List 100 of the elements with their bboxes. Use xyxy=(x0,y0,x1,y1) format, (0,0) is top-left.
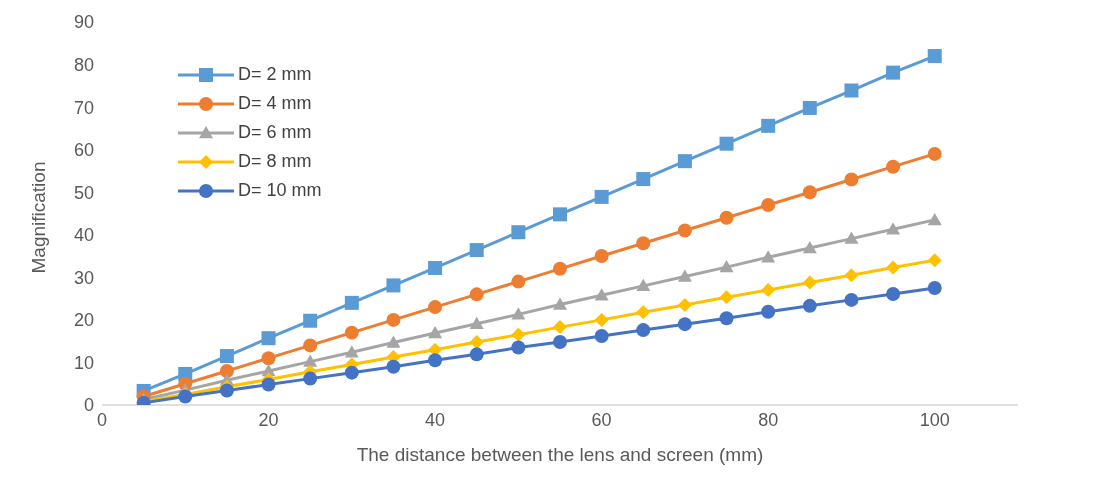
point xyxy=(386,312,401,327)
point xyxy=(927,49,942,64)
point xyxy=(636,236,651,251)
point xyxy=(677,269,692,282)
y-tick-label: 10 xyxy=(73,352,94,373)
point xyxy=(428,260,443,275)
point xyxy=(677,223,692,238)
point xyxy=(844,172,859,187)
y-axis-title: Magnification xyxy=(27,161,49,274)
point xyxy=(469,287,484,302)
point xyxy=(719,260,734,273)
point xyxy=(553,261,567,276)
point xyxy=(927,253,942,268)
point xyxy=(677,297,692,312)
point xyxy=(511,307,526,320)
point xyxy=(844,83,859,98)
point xyxy=(636,172,651,187)
legend-label: D= 10 mm xyxy=(238,179,322,202)
point xyxy=(886,222,901,235)
point xyxy=(469,316,484,329)
point xyxy=(802,240,817,254)
y-tick-label: 80 xyxy=(73,54,94,75)
point xyxy=(636,305,651,320)
y-tick-label: 30 xyxy=(73,267,94,288)
point xyxy=(219,363,234,378)
y-tick-label: 20 xyxy=(73,310,94,331)
point xyxy=(344,365,359,380)
point xyxy=(802,100,817,115)
point xyxy=(303,354,318,367)
point xyxy=(428,353,443,368)
point xyxy=(677,154,692,169)
point xyxy=(511,274,526,289)
legend-label: D= 8 mm xyxy=(238,150,312,173)
x-tick-label: 80 xyxy=(758,409,779,430)
y-tick-label: 0 xyxy=(83,395,94,416)
point xyxy=(386,359,401,374)
point xyxy=(428,326,443,339)
legend-label: D= 2 mm xyxy=(238,63,312,86)
point xyxy=(636,323,651,338)
point xyxy=(761,304,776,319)
point xyxy=(761,250,776,263)
y-tick-label: 90 xyxy=(73,12,94,33)
point xyxy=(844,292,859,307)
point xyxy=(386,335,401,348)
point xyxy=(303,371,318,386)
point xyxy=(719,136,734,151)
point xyxy=(886,260,901,275)
point xyxy=(344,345,359,358)
x-tick-label: 0 xyxy=(96,409,108,430)
point xyxy=(719,290,734,305)
legend-label: D= 6 mm xyxy=(238,121,312,144)
point xyxy=(261,351,276,366)
point xyxy=(594,312,609,327)
point xyxy=(719,210,734,225)
point xyxy=(261,377,276,392)
point xyxy=(886,65,901,80)
point xyxy=(344,295,359,310)
y-tick-label: 60 xyxy=(73,140,94,161)
point xyxy=(469,243,484,258)
point xyxy=(511,340,526,355)
point xyxy=(761,283,776,298)
point xyxy=(594,189,609,204)
x-tick-label: 20 xyxy=(258,409,279,430)
point xyxy=(469,335,484,350)
point xyxy=(927,146,942,161)
point xyxy=(428,300,443,315)
point xyxy=(927,212,942,226)
point xyxy=(344,325,359,340)
point xyxy=(844,268,859,283)
x-tick-label: 100 xyxy=(919,409,950,430)
x-axis-title: The distance between the lens and screen (mm) xyxy=(356,444,764,465)
point xyxy=(303,338,318,353)
y-tick-label: 50 xyxy=(73,182,94,203)
point xyxy=(677,317,692,332)
point xyxy=(469,347,484,362)
point xyxy=(511,327,526,342)
point xyxy=(844,231,859,244)
point xyxy=(553,207,567,222)
point xyxy=(761,197,776,212)
point xyxy=(553,320,567,335)
point xyxy=(219,349,234,364)
point xyxy=(636,278,651,292)
point xyxy=(927,280,942,295)
point xyxy=(386,278,401,293)
y-tick-label: 70 xyxy=(73,97,94,118)
point xyxy=(553,335,567,350)
point xyxy=(511,225,526,240)
point xyxy=(219,383,234,398)
point xyxy=(802,298,817,313)
point xyxy=(761,118,776,133)
point xyxy=(594,249,609,264)
point xyxy=(594,329,609,344)
point xyxy=(553,297,567,310)
point xyxy=(802,275,817,290)
x-tick-label: 40 xyxy=(425,409,446,430)
point xyxy=(594,288,609,301)
point xyxy=(886,286,901,301)
point xyxy=(719,311,734,326)
legend-label: D= 4 mm xyxy=(238,92,312,115)
point xyxy=(802,185,817,200)
